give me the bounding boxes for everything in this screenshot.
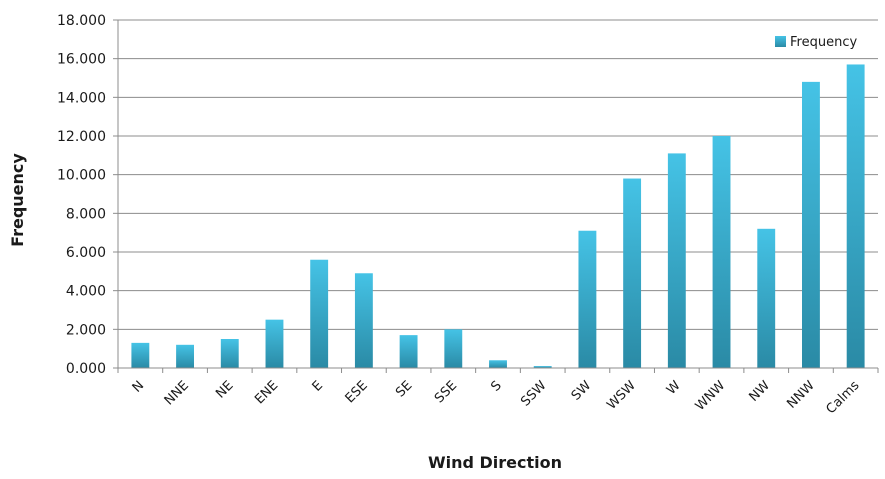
x-tick-label: Calms [824,378,863,417]
bar-nw [757,228,776,368]
x-tick-label: ENE [252,378,281,407]
legend-swatch [775,36,786,47]
bar-sw [578,230,597,368]
x-tick-label: S [488,378,504,394]
y-tick-label: 14.000 [57,90,106,106]
y-tick-label: 6.000 [66,245,106,261]
y-tick-label: 2.000 [66,322,106,338]
x-tick-label: NW [746,378,773,405]
bar-ene [265,319,284,368]
legend: Frequency [775,35,857,50]
bar-e [310,259,329,368]
bar-ese [354,273,373,368]
y-tick-label: 18.000 [57,13,106,29]
bar-wsw [623,178,642,368]
bar-n [131,342,150,368]
y-tick-label: 4.000 [66,284,106,300]
y-tick-label: 10.000 [57,168,106,184]
x-tick-label: NE [213,378,236,401]
gridlines [118,19,878,330]
bar-w [667,153,686,368]
bar-se [399,335,418,368]
bar-ne [220,339,239,368]
bar-nnw [802,81,820,368]
x-tick-label: E [310,378,326,394]
x-tick-label: WNW [693,378,729,414]
x-axis-title: Wind Direction [428,453,562,472]
y-tick-label: 8.000 [66,206,106,222]
y-axis-title: Frequency [8,153,27,247]
y-tick-label: 16.000 [57,52,106,68]
bar-sse [444,329,463,368]
y-tick-label: 0.000 [66,361,106,377]
x-tick-label: SSE [432,378,460,406]
x-tick-label: NNW [784,378,818,412]
x-tick-label: SW [569,378,595,404]
x-tick-label: ESE [343,378,371,406]
bar-calms [846,64,865,368]
legend-label: Frequency [790,35,857,50]
bar-ssw [533,366,552,368]
x-tick-label: SE [393,378,415,400]
bar-wnw [712,136,731,368]
y-tick-label: 12.000 [57,129,106,145]
bar-nne [176,344,194,368]
x-tick-label: W [664,378,684,398]
x-tick-label: N [130,378,147,395]
bar-s [489,360,507,368]
axes [113,19,879,373]
x-tick-label: SSW [518,378,549,409]
x-tick-label: WSW [604,378,639,413]
bars [131,64,865,368]
x-tick-label: NNE [162,378,192,408]
